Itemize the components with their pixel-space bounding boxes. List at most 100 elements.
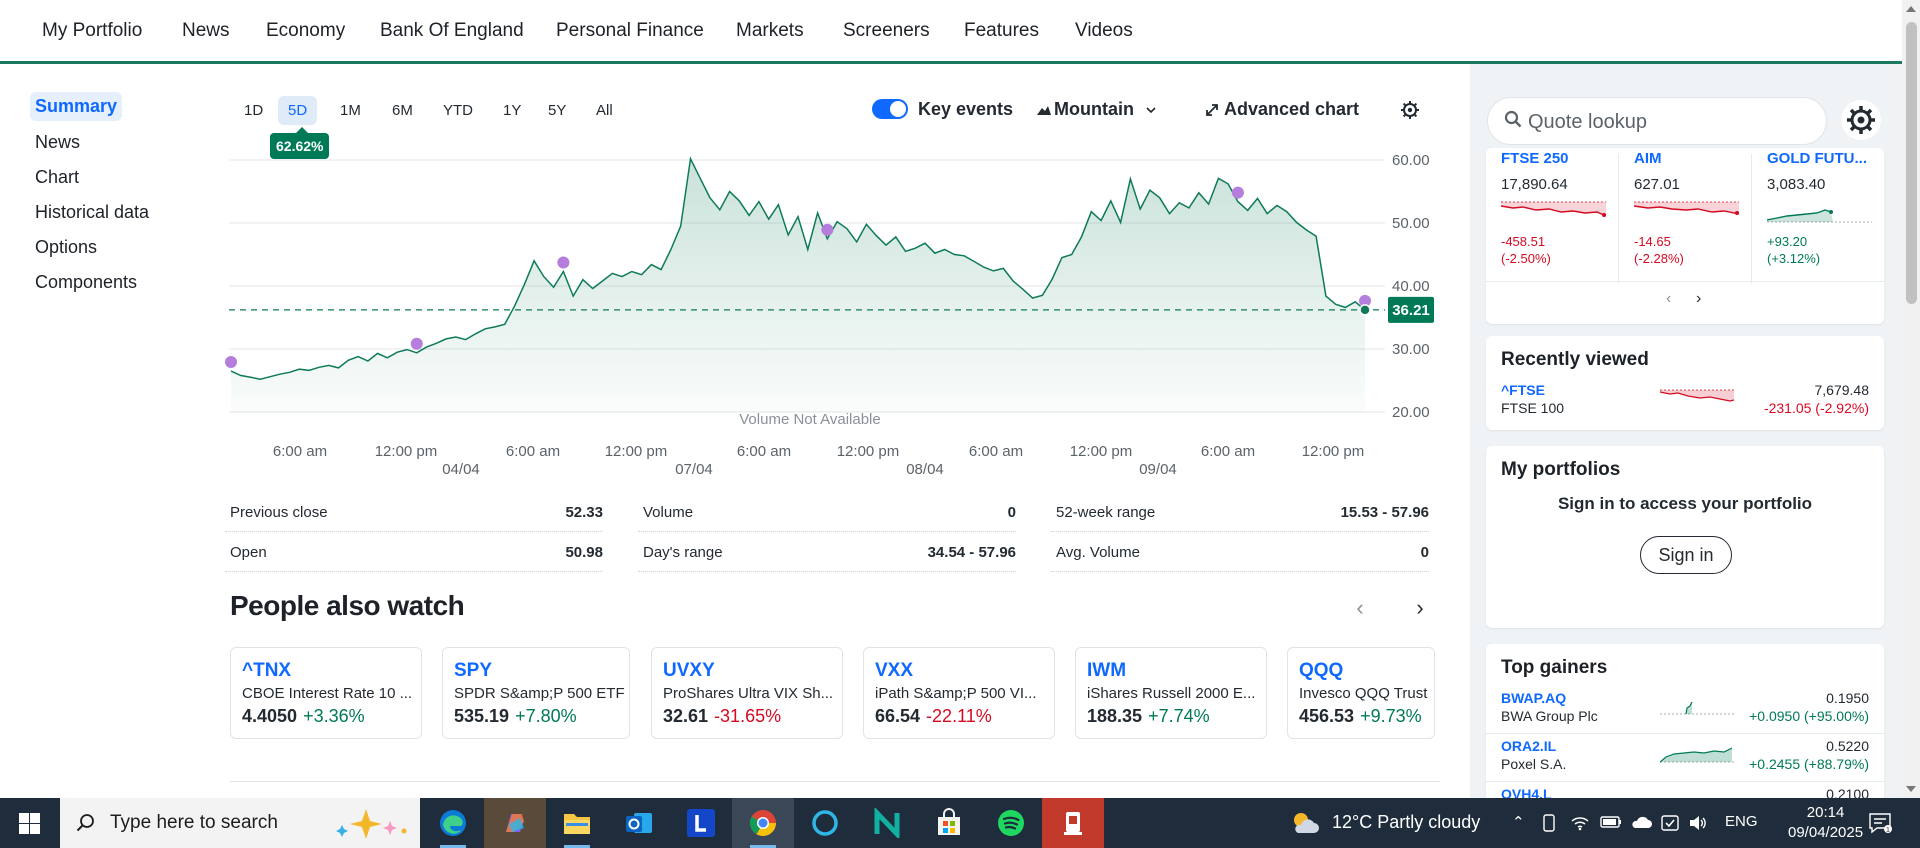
start-button[interactable]: [0, 798, 60, 848]
search-icon: [76, 814, 94, 832]
market-symbol-gold[interactable]: GOLD FUTU...: [1767, 150, 1867, 167]
taskbar-app-cortana[interactable]: [794, 798, 856, 848]
key-event-marker[interactable]: [1359, 294, 1371, 307]
taskbar-app-red[interactable]: [1042, 798, 1104, 848]
watch-symbol[interactable]: VXX: [875, 660, 914, 681]
taskbar-app-outlook[interactable]: [608, 798, 670, 848]
nav-markets[interactable]: Markets: [736, 20, 804, 41]
divider: [1486, 281, 1884, 282]
language-indicator[interactable]: ENG: [1725, 813, 1758, 830]
onedrive-cloud-icon[interactable]: [1630, 814, 1652, 830]
nav-screeners[interactable]: Screeners: [843, 20, 930, 41]
advanced-chart-button[interactable]: Advanced chart: [1204, 99, 1359, 120]
notifications-icon[interactable]: 1: [1868, 812, 1892, 834]
y-axis-labels: 60.00 50.00 40.00 30.00 20.00: [1392, 152, 1430, 421]
taskbar-app-chrome[interactable]: [732, 798, 794, 848]
key-event-marker[interactable]: [1231, 186, 1244, 199]
range-1m[interactable]: 1M: [340, 102, 361, 119]
sign-in-button[interactable]: Sign in: [1640, 536, 1732, 574]
subnav-options[interactable]: Options: [35, 237, 98, 257]
battery-icon[interactable]: [1600, 815, 1622, 829]
market-symbol-aim[interactable]: AIM: [1634, 150, 1662, 167]
watch-symbol[interactable]: SPY: [454, 660, 493, 681]
chart-type-dropdown[interactable]: Mountain: [1036, 99, 1157, 120]
range-6m[interactable]: 6M: [392, 102, 413, 119]
rv-symbol[interactable]: ^FTSE: [1501, 382, 1545, 398]
volume-icon[interactable]: [1688, 813, 1708, 833]
phone-link-icon[interactable]: [1541, 814, 1557, 832]
watch-card-tnx[interactable]: ^TNX CBOE Interest Rate 10 ... 4.4050 +3.…: [230, 647, 422, 739]
taskbar-app-copilot[interactable]: [484, 798, 546, 848]
taskbar-app-store[interactable]: [918, 798, 980, 848]
page-scrollbar[interactable]: [1902, 0, 1920, 798]
market-symbol[interactable]: FTSE 250: [1501, 150, 1569, 167]
scroll-down-arrow-icon[interactable]: [1906, 786, 1916, 792]
key-events-toggle[interactable]: [872, 99, 908, 119]
markets-next-button[interactable]: ›: [1696, 290, 1702, 307]
range-1d[interactable]: 1D: [244, 102, 264, 119]
price-chart[interactable]: 60.00 50.00 40.00 30.00 20.00 6:00 am 12:00 p…: [225, 150, 1470, 480]
subnav-news[interactable]: News: [35, 132, 81, 152]
range-ytd[interactable]: YTD: [443, 102, 473, 119]
carousel-next-button[interactable]: ›: [1416, 595, 1424, 620]
gainer-row[interactable]: BWAP.AQ BWA Group Plc 0.1950 +0.0950 (+9…: [1486, 686, 1884, 734]
subnav-chart[interactable]: Chart: [35, 167, 80, 187]
key-events: [225, 186, 1371, 369]
nav-my-portfolio[interactable]: My Portfolio: [42, 20, 143, 41]
gainer-symbol[interactable]: BWAP.AQ: [1501, 690, 1567, 706]
key-event-marker[interactable]: [821, 223, 834, 236]
quote-lookup-input[interactable]: Quote lookup: [1487, 97, 1827, 145]
watch-symbol[interactable]: IWM: [1087, 660, 1127, 681]
weather-text[interactable]: 12°C Partly cloudy: [1332, 812, 1481, 832]
watch-price: 188.35: [1087, 706, 1143, 726]
watch-price: 456.53: [1299, 706, 1355, 726]
scroll-up-arrow-icon[interactable]: [1906, 6, 1916, 12]
watch-card-vxx[interactable]: VXX iPath S&amp;P 500 VI... 66.54 -22.11%: [863, 647, 1055, 739]
range-5y[interactable]: 5Y: [548, 102, 567, 119]
watch-card-iwm[interactable]: IWM iShares Russell 2000 E... 188.35 +7.7…: [1075, 647, 1267, 739]
section-divider: [230, 781, 1440, 782]
nav-bank-of-england[interactable]: Bank Of England: [380, 20, 524, 41]
chart-settings-icon[interactable]: [1400, 100, 1420, 120]
subnav-components[interactable]: Components: [35, 272, 138, 292]
taskbar-app-file-explorer[interactable]: [546, 798, 608, 848]
watch-card-qqq[interactable]: QQQ Invesco QQQ Trust 456.53 +9.73%: [1287, 647, 1435, 739]
taskbar-app-spotify[interactable]: [980, 798, 1042, 848]
subnav-summary[interactable]: Summary: [30, 92, 123, 121]
recently-viewed-row[interactable]: ^FTSE FTSE 100 7,679.48 -231.05 (-2.92%): [1486, 378, 1884, 426]
show-hidden-icons-chevron-icon[interactable]: ⌃: [1512, 814, 1525, 831]
key-event-marker[interactable]: [225, 356, 237, 369]
nav-videos[interactable]: Videos: [1075, 20, 1133, 41]
settings-gear-icon[interactable]: [1840, 99, 1882, 141]
watch-symbol[interactable]: QQQ: [1299, 660, 1344, 681]
taskbar-search-box[interactable]: Type here to search: [60, 798, 420, 848]
gainer-price: 0.1950: [1826, 690, 1869, 706]
wifi-icon[interactable]: [1570, 813, 1590, 831]
watch-symbol[interactable]: UVXY: [663, 660, 715, 681]
gainer-row[interactable]: ORA2.IL Poxel S.A. 0.5220 +0.2455 (+88.7…: [1486, 734, 1884, 782]
markets-prev-button[interactable]: ‹: [1666, 290, 1672, 307]
taskbar-app-edge[interactable]: [422, 798, 484, 848]
scrollbar-thumb[interactable]: [1906, 22, 1917, 304]
gainer-symbol[interactable]: ORA2.IL: [1501, 738, 1557, 754]
nav-features[interactable]: Features: [964, 20, 1039, 41]
watch-card-uvxy[interactable]: UVXY ProShares Ultra VIX Sh... 32.61 -31.…: [651, 647, 843, 739]
taskbar-app-n[interactable]: [856, 798, 918, 848]
svg-text:1: 1: [1886, 827, 1890, 834]
nav-news[interactable]: News: [182, 20, 230, 41]
taskbar-clock[interactable]: 20:14 09/04/2025: [1788, 803, 1863, 843]
range-1y[interactable]: 1Y: [503, 102, 522, 119]
security-icon[interactable]: [1660, 813, 1680, 833]
subnav-historical-data[interactable]: Historical data: [35, 202, 150, 222]
key-event-marker[interactable]: [557, 256, 570, 269]
key-event-marker[interactable]: [410, 337, 423, 350]
taskbar-app-l[interactable]: [670, 798, 732, 848]
range-5d[interactable]: 5D: [278, 96, 318, 125]
range-all[interactable]: All: [596, 102, 613, 119]
nav-personal-finance[interactable]: Personal Finance: [556, 20, 704, 41]
carousel-prev-button[interactable]: ‹: [1356, 595, 1364, 620]
watch-card-spy[interactable]: SPY SPDR S&amp;P 500 ETF 535.19 +7.80%: [442, 647, 630, 739]
nav-economy[interactable]: Economy: [266, 20, 346, 41]
stat-previous-close: Previous close 52.33: [225, 492, 603, 532]
watch-symbol[interactable]: ^TNX: [242, 660, 292, 681]
